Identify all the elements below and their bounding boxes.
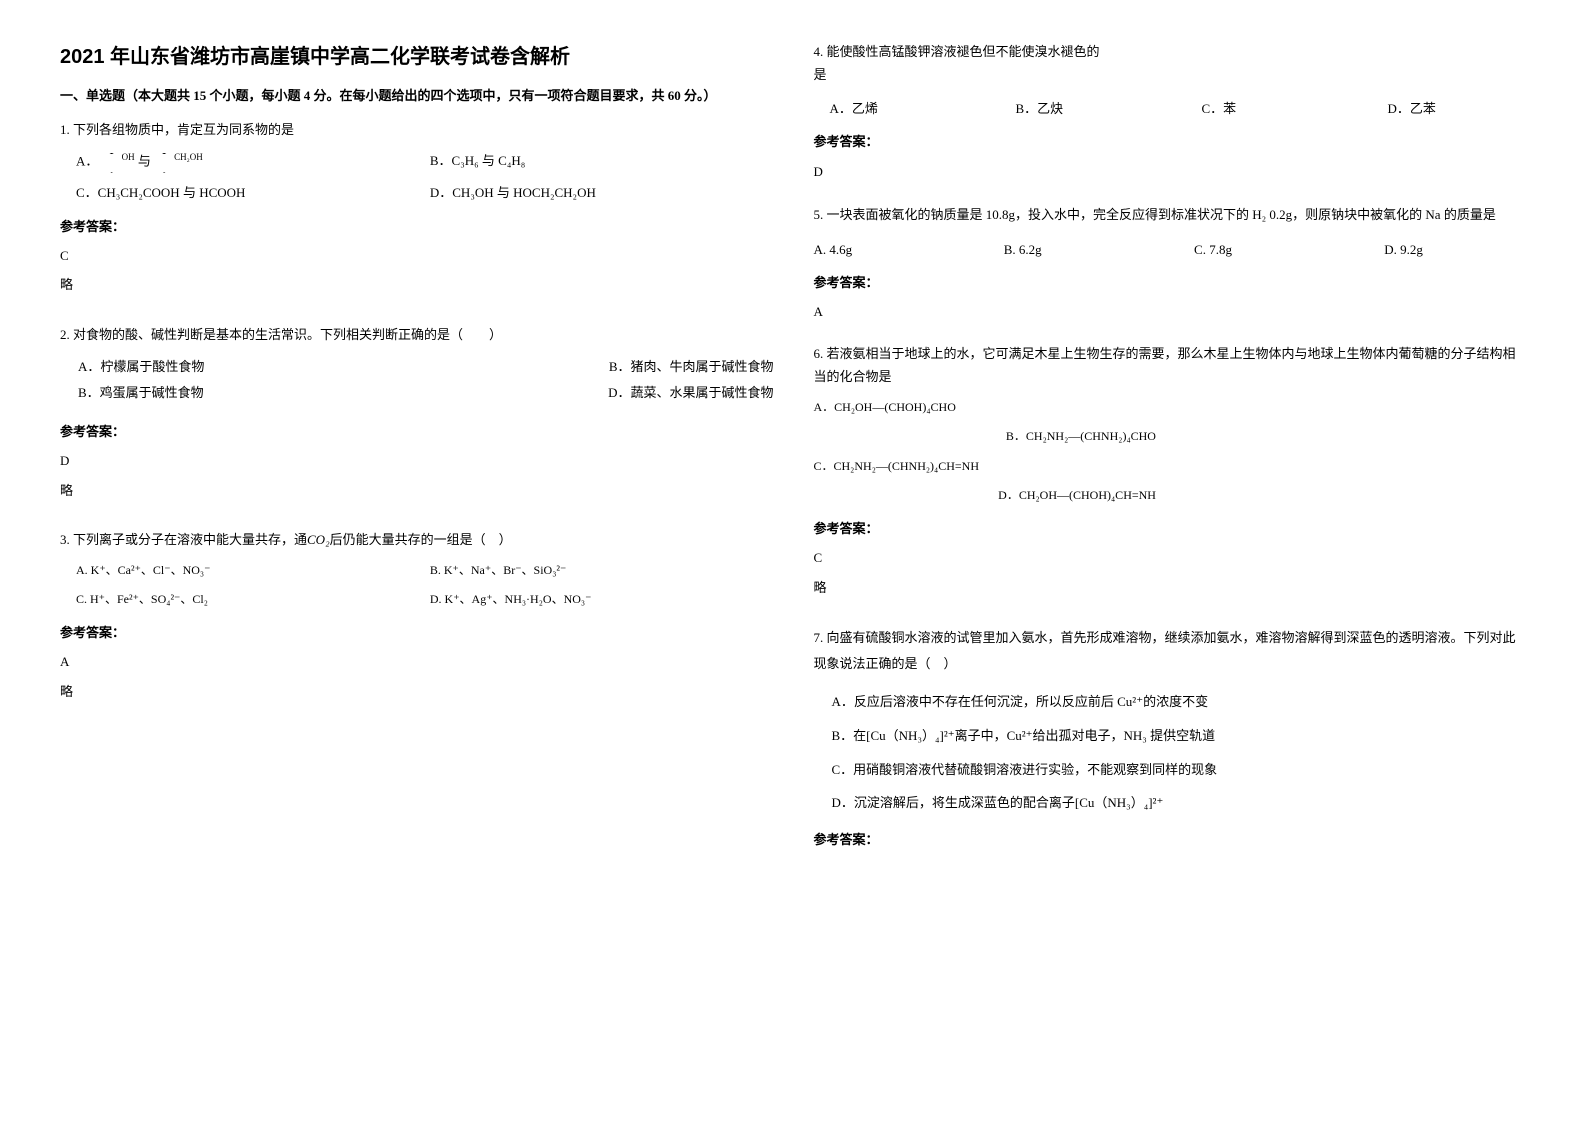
q2-ref: 参考答案： — [60, 420, 774, 443]
q6-optA: A．CH₂OH—(CHOH)₄CHO — [814, 397, 1156, 419]
q5-optD: D. 9.2g — [1384, 238, 1527, 261]
q4-answer: D — [814, 160, 1528, 183]
q1-explain: 略 — [60, 273, 774, 296]
q2-optB: B．猪肉、牛肉属于碱性食物 — [609, 354, 774, 380]
page-title: 2021 年山东省潍坊市高崖镇中学高二化学联考试卷含解析 — [60, 40, 774, 69]
q5-optA: A. 4.6g — [814, 238, 957, 261]
q5-optC: C. 7.8g — [1194, 238, 1337, 261]
benzene-icon — [102, 153, 122, 173]
q3-optD: D. K⁺、Ag⁺、NH₃·H₂O、NO₃⁻ — [430, 589, 744, 611]
q1-sub2: CH₂OH — [174, 152, 203, 162]
q3-optA: A. K⁺、Ca²⁺、Cl⁻、NO₃⁻ — [76, 560, 390, 582]
q4-stem1: 4. 能使酸性高锰酸钾溶液褪色但不能使溴水褪色的 — [814, 40, 1528, 63]
q2-stem: 2. 对食物的酸、碱性判断是基本的生活常识。下列相关判断正确的是（ ） — [60, 323, 774, 346]
benzene-icon — [154, 153, 174, 173]
question-2: 2. 对食物的酸、碱性判断是基本的生活常识。下列相关判断正确的是（ ） A．柠檬… — [60, 323, 774, 517]
q6-answer: C — [814, 546, 1528, 569]
q2-optD: D．蔬菜、水果属于碱性食物 — [608, 380, 773, 406]
q2-options: A．柠檬属于酸性食物 B．猪肉、牛肉属于碱性食物 B．鸡蛋属于碱性食物 D．蔬菜… — [60, 354, 774, 406]
q3-optB: B. K⁺、Na⁺、Br⁻、SiO₃²⁻ — [430, 560, 744, 582]
q5-options: A. 4.6g B. 6.2g C. 7.8g D. 9.2g — [814, 238, 1528, 261]
q1-optB: B．C₃H₆ 与 C₄H₈ — [430, 149, 744, 173]
q1-optA-prefix: A． — [76, 154, 98, 169]
q1-answer: C — [60, 244, 774, 267]
q1-options: A． OH 与 CH₂OH B．C₃H₆ 与 C₄H₈ C．CH₃CH₂COOH… — [76, 149, 774, 204]
q1-ref: 参考答案： — [60, 215, 774, 238]
question-7: 7. 向盛有硫酸铜水溶液的试管里加入氨水，首先形成难溶物，继续添加氨水，难溶物溶… — [814, 625, 1528, 858]
q1-optA: A． OH 与 CH₂OH — [76, 149, 390, 173]
q4-ref: 参考答案： — [814, 130, 1528, 153]
q4-stem2: 是 — [814, 63, 1528, 86]
q3-options: A. K⁺、Ca²⁺、Cl⁻、NO₃⁻ B. K⁺、Na⁺、Br⁻、SiO₃²⁻… — [76, 560, 774, 611]
q7-optD: D．沉淀溶解后，将生成深蓝色的配合离子[Cu（NH₃）₄]²⁺ — [832, 786, 1528, 820]
q2-explain: 略 — [60, 479, 774, 502]
q7-options: A．反应后溶液中不存在任何沉淀，所以反应前后 Cu²⁺的浓度不变 B．在[Cu（… — [832, 685, 1528, 820]
q3-ref: 参考答案： — [60, 621, 774, 644]
q3-answer: A — [60, 650, 774, 673]
q1-optC: C．CH₃CH₂COOH 与 HCOOH — [76, 181, 390, 204]
q1-stem: 1. 下列各组物质中，肯定互为同系物的是 — [60, 118, 774, 141]
q5-answer: A — [814, 300, 1528, 323]
q2-optA: A．柠檬属于酸性食物 — [78, 354, 204, 380]
q2-answer: D — [60, 449, 774, 472]
q6-ref: 参考答案： — [814, 517, 1528, 540]
q5-stem: 5. 一块表面被氧化的钠质量是 10.8g，投入水中，完全反应得到标准状况下的 … — [814, 201, 1528, 230]
question-3: 3. 下列离子或分子在溶液中能大量共存，通CO₂后仍能大量共存的一组是（ ） A… — [60, 528, 774, 717]
right-column: 4. 能使酸性高锰酸钾溶液褪色但不能使溴水褪色的 是 A．乙烯 B．乙炔 C．苯… — [814, 40, 1528, 1082]
q3-co2: CO₂ — [307, 532, 330, 547]
q4-optD: D．乙苯 — [1388, 97, 1528, 120]
q6-options: A．CH₂OH—(CHOH)₄CHO B．CH₂NH₂—(CHNH₂)₄CHO … — [814, 397, 1528, 507]
q3-stem-post: 后仍能大量共存的一组是（ ） — [330, 532, 512, 547]
q1-optA-mid: 与 — [138, 154, 151, 169]
q4-options: A．乙烯 B．乙炔 C．苯 D．乙苯 — [830, 97, 1528, 120]
q7-optB: B．在[Cu（NH₃）₄]²⁺离子中，Cu²⁺给出孤对电子，NH₃ 提供空轨道 — [832, 719, 1528, 753]
q6-optD: D．CH₂OH—(CHOH)₄CH=NH — [814, 485, 1156, 507]
q4-optB: B．乙炔 — [1016, 97, 1156, 120]
q1-sub1: OH — [122, 152, 135, 162]
q5-optB: B. 6.2g — [1004, 238, 1147, 261]
q4-optA: A．乙烯 — [830, 97, 970, 120]
q3-stem-pre: 3. 下列离子或分子在溶液中能大量共存，通 — [60, 532, 307, 547]
q2-optC: B．鸡蛋属于碱性食物 — [78, 380, 204, 406]
q6-optC: C．CH₂NH₂—(CHNH₂)₄CH=NH — [814, 456, 1156, 478]
q6-stem: 6. 若液氨相当于地球上的水，它可满足木星上生物生存的需要，那么木星上生物体内与… — [814, 342, 1528, 389]
question-6: 6. 若液氨相当于地球上的水，它可满足木星上生物生存的需要，那么木星上生物体内与… — [814, 342, 1528, 613]
q5-ref: 参考答案： — [814, 271, 1528, 294]
q6-optB: B．CH₂NH₂—(CHNH₂)₄CHO — [814, 426, 1156, 448]
q3-explain: 略 — [60, 680, 774, 703]
q3-stem: 3. 下列离子或分子在溶液中能大量共存，通CO₂后仍能大量共存的一组是（ ） — [60, 528, 774, 551]
question-4: 4. 能使酸性高锰酸钾溶液褪色但不能使溴水褪色的 是 A．乙烯 B．乙炔 C．苯… — [814, 40, 1528, 189]
left-column: 2021 年山东省潍坊市高崖镇中学高二化学联考试卷含解析 一、单选题（本大题共 … — [60, 40, 774, 1082]
q4-optC: C．苯 — [1202, 97, 1342, 120]
q1-optD: D．CH₃OH 与 HOCH₂CH₂OH — [430, 181, 744, 204]
question-1: 1. 下列各组物质中，肯定互为同系物的是 A． OH 与 CH₂OH B．C₃H… — [60, 118, 774, 311]
q7-stem: 7. 向盛有硫酸铜水溶液的试管里加入氨水，首先形成难溶物，继续添加氨水，难溶物溶… — [814, 625, 1528, 677]
q7-ref: 参考答案： — [814, 828, 1528, 851]
q3-optC: C. H⁺、Fe²⁺、SO₄²⁻、Cl₂ — [76, 589, 390, 611]
q7-optA: A．反应后溶液中不存在任何沉淀，所以反应前后 Cu²⁺的浓度不变 — [832, 685, 1528, 719]
q6-explain: 略 — [814, 576, 1528, 599]
q7-optC: C．用硝酸铜溶液代替硫酸铜溶液进行实验，不能观察到同样的现象 — [832, 753, 1528, 787]
part1-title: 一、单选题（本大题共 15 个小题，每小题 4 分。在每小题给出的四个选项中，只… — [60, 85, 774, 104]
question-5: 5. 一块表面被氧化的钠质量是 10.8g，投入水中，完全反应得到标准状况下的 … — [814, 201, 1528, 330]
